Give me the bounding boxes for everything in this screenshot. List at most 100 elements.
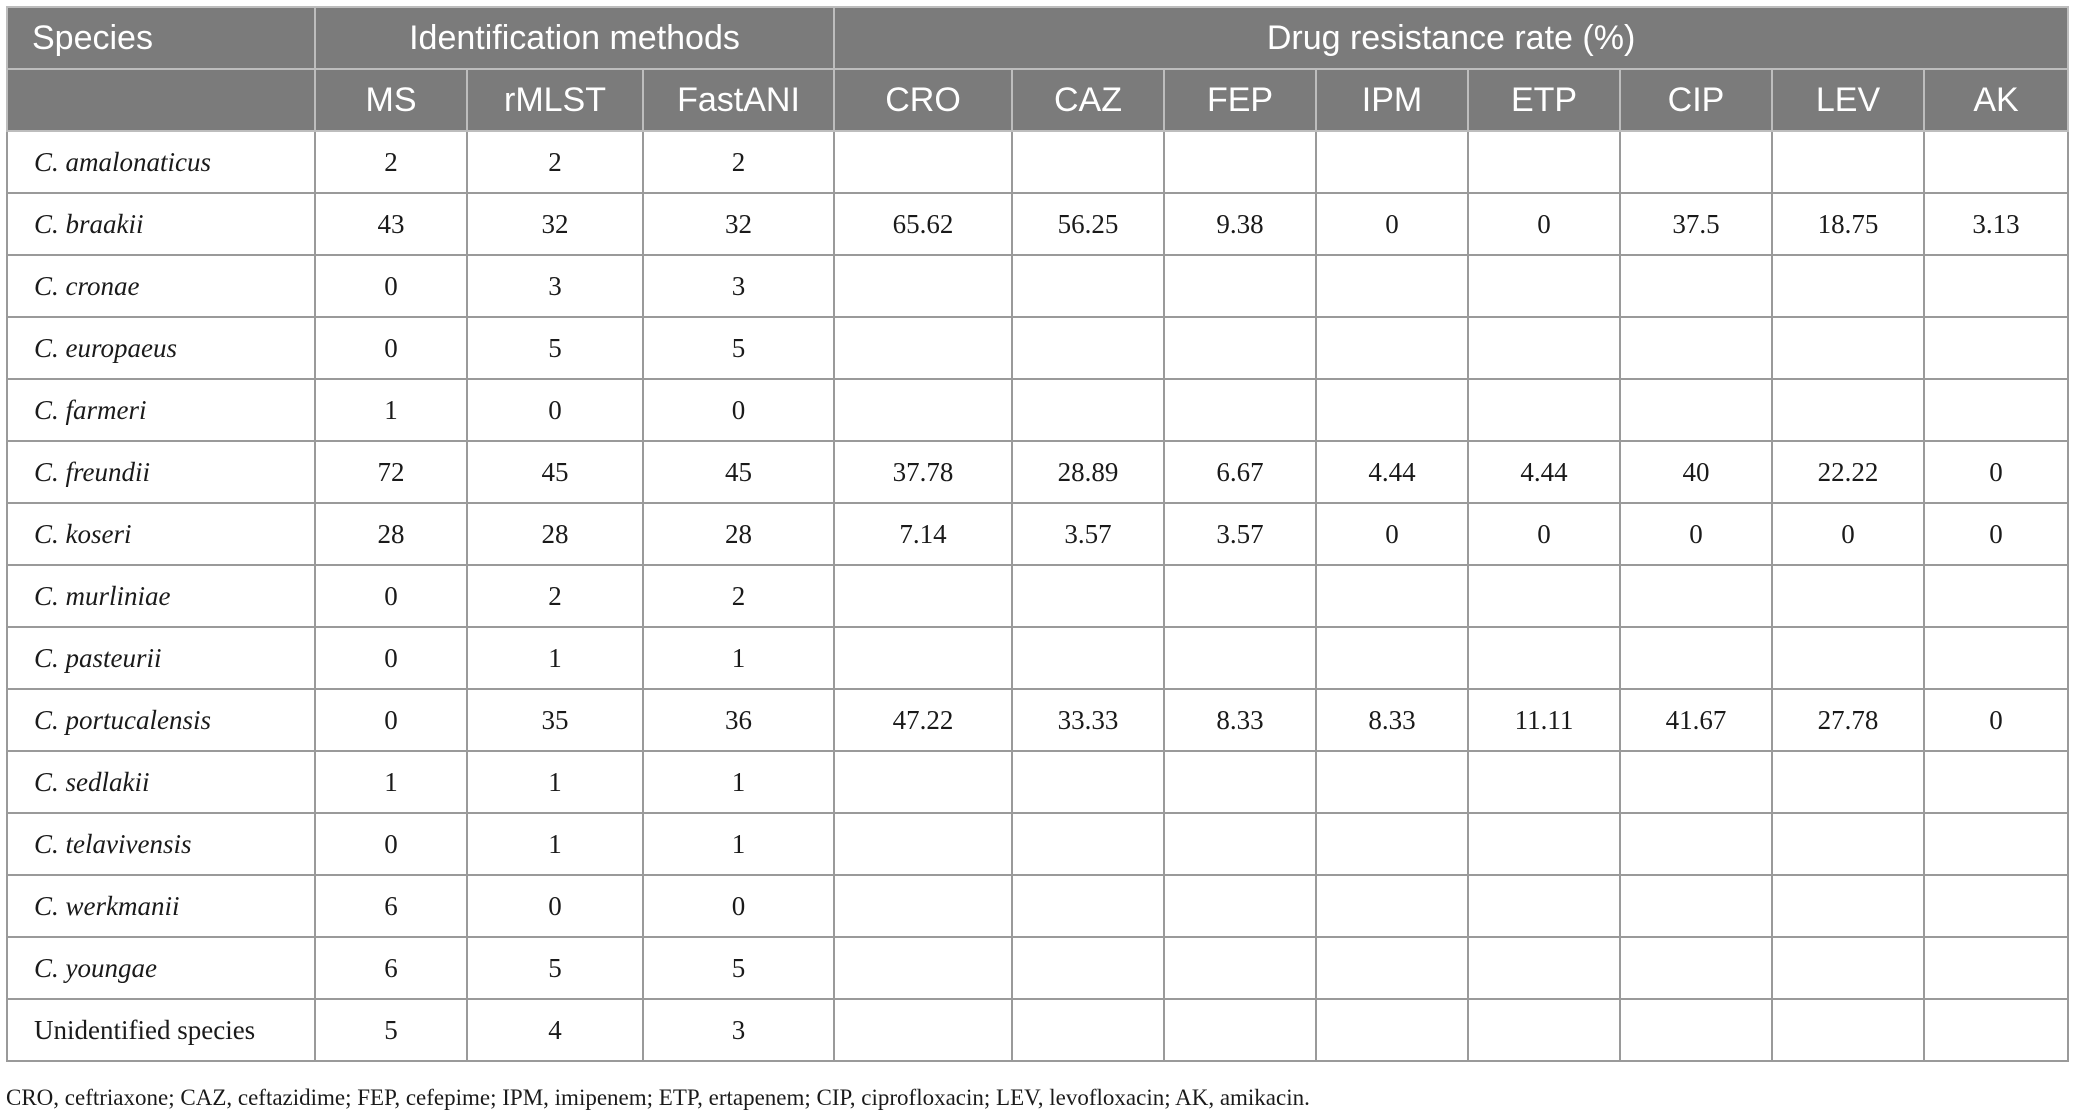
rate-cell-fep — [1163, 378, 1317, 442]
rate-cell-etp: 11.11 — [1467, 688, 1621, 752]
fastani-count-cell: 3 — [642, 998, 835, 1062]
ms-count-cell: 43 — [314, 192, 468, 256]
rate-cell-cip — [1619, 936, 1773, 1000]
table-row: C. braakii 43 32 32 65.62 56.25 9.38 0 0 37.5 18.7… — [6, 192, 2070, 256]
species-resistance-table-container: Species Identification methods Drug resi… — [6, 6, 2070, 1062]
table-row: C. amalonaticus 2 2 2 — [6, 130, 2070, 194]
rate-cell-etp — [1467, 564, 1621, 628]
rate-cell-lev — [1771, 130, 1925, 194]
species-resistance-table: Species Identification methods Drug resi… — [6, 6, 2070, 1062]
rate-cell-cip — [1619, 998, 1773, 1062]
rmlst-count-cell: 2 — [466, 564, 644, 628]
fastani-count-cell: 45 — [642, 440, 835, 504]
fastani-count-cell: 36 — [642, 688, 835, 752]
rate-cell-etp — [1467, 936, 1621, 1000]
species-cell: C. koseri — [6, 502, 316, 566]
table-row: C. murliniae 0 2 2 — [6, 564, 2070, 628]
rate-cell-caz: 28.89 — [1011, 440, 1165, 504]
ms-count-cell: 0 — [314, 316, 468, 380]
rate-cell-cip: 0 — [1619, 502, 1773, 566]
rmlst-count-cell: 3 — [466, 254, 644, 318]
table-row: C. freundii 72 45 45 37.78 28.89 6.67 4.44 4.44 4… — [6, 440, 2070, 504]
table-row: C. telavivensis 0 1 1 — [6, 812, 2070, 876]
rmlst-count-cell: 0 — [466, 874, 644, 938]
rate-cell-lev — [1771, 812, 1925, 876]
rate-cell-lev — [1771, 998, 1925, 1062]
species-cell: C. youngae — [6, 936, 316, 1000]
rate-cell-fep — [1163, 812, 1317, 876]
species-cell: C. amalonaticus — [6, 130, 316, 194]
header-drug-lev: LEV — [1771, 68, 1925, 132]
rate-cell-cip: 37.5 — [1619, 192, 1773, 256]
rate-cell-caz — [1011, 626, 1165, 690]
rmlst-count-cell: 5 — [466, 936, 644, 1000]
rate-cell-etp: 0 — [1467, 502, 1621, 566]
fastani-count-cell: 2 — [642, 564, 835, 628]
ms-count-cell: 1 — [314, 378, 468, 442]
fastani-count-cell: 0 — [642, 874, 835, 938]
rate-cell-ipm — [1315, 316, 1469, 380]
rate-cell-cro — [833, 564, 1013, 628]
header-row-sub: MS rMLST FastANI CRO CAZ FEP IPM ETP CIP… — [6, 68, 2070, 132]
fastani-count-cell: 2 — [642, 130, 835, 194]
rate-cell-ipm — [1315, 626, 1469, 690]
fastani-count-cell: 1 — [642, 812, 835, 876]
rate-cell-cip — [1619, 750, 1773, 814]
rmlst-count-cell: 32 — [466, 192, 644, 256]
fastani-count-cell: 3 — [642, 254, 835, 318]
ms-count-cell: 72 — [314, 440, 468, 504]
rate-cell-ipm — [1315, 378, 1469, 442]
ms-count-cell: 2 — [314, 130, 468, 194]
fastani-count-cell: 5 — [642, 316, 835, 380]
table-row: C. werkmanii 6 0 0 — [6, 874, 2070, 938]
header-species: Species — [6, 6, 316, 70]
rate-cell-caz: 33.33 — [1011, 688, 1165, 752]
species-cell: C. murliniae — [6, 564, 316, 628]
species-cell: C. europaeus — [6, 316, 316, 380]
rate-cell-cro — [833, 626, 1013, 690]
rate-cell-caz — [1011, 564, 1165, 628]
rate-cell-ak — [1922, 130, 2070, 194]
rmlst-count-cell: 4 — [466, 998, 644, 1062]
rate-cell-fep — [1163, 998, 1317, 1062]
header-identification-methods: Identification methods — [314, 6, 835, 70]
rate-cell-fep — [1163, 130, 1317, 194]
ms-count-cell: 1 — [314, 750, 468, 814]
rate-cell-fep — [1163, 564, 1317, 628]
rate-cell-ipm — [1315, 998, 1469, 1062]
rmlst-count-cell: 45 — [466, 440, 644, 504]
ms-count-cell: 5 — [314, 998, 468, 1062]
rate-cell-lev — [1771, 254, 1925, 318]
rate-cell-cro — [833, 750, 1013, 814]
rate-cell-fep: 6.67 — [1163, 440, 1317, 504]
species-cell: C. sedlakii — [6, 750, 316, 814]
species-cell: C. braakii — [6, 192, 316, 256]
rate-cell-fep — [1163, 750, 1317, 814]
rate-cell-cro: 47.22 — [833, 688, 1013, 752]
table-row: C. pasteurii 0 1 1 — [6, 626, 2070, 690]
rate-cell-cip — [1619, 130, 1773, 194]
rate-cell-etp — [1467, 254, 1621, 318]
rate-cell-etp: 0 — [1467, 192, 1621, 256]
species-cell: C. telavivensis — [6, 812, 316, 876]
rate-cell-lev — [1771, 750, 1925, 814]
fastani-count-cell: 32 — [642, 192, 835, 256]
rate-cell-caz — [1011, 874, 1165, 938]
rate-cell-cro: 7.14 — [833, 502, 1013, 566]
rate-cell-cro — [833, 812, 1013, 876]
rate-cell-cro — [833, 936, 1013, 1000]
rate-cell-caz — [1011, 936, 1165, 1000]
rate-cell-ak — [1922, 750, 2070, 814]
rate-cell-caz: 56.25 — [1011, 192, 1165, 256]
rate-cell-cro — [833, 316, 1013, 380]
header-drug-cip: CIP — [1619, 68, 1773, 132]
fastani-count-cell: 5 — [642, 936, 835, 1000]
rate-cell-lev: 22.22 — [1771, 440, 1925, 504]
rate-cell-cro — [833, 378, 1013, 442]
rate-cell-ipm: 0 — [1315, 192, 1469, 256]
rate-cell-lev — [1771, 936, 1925, 1000]
rate-cell-caz — [1011, 750, 1165, 814]
species-cell: C. cronae — [6, 254, 316, 318]
table-body: C. amalonaticus 2 2 2 C. braakii 43 32 32 65.62 5… — [6, 130, 2070, 1062]
rate-cell-ak — [1922, 998, 2070, 1062]
